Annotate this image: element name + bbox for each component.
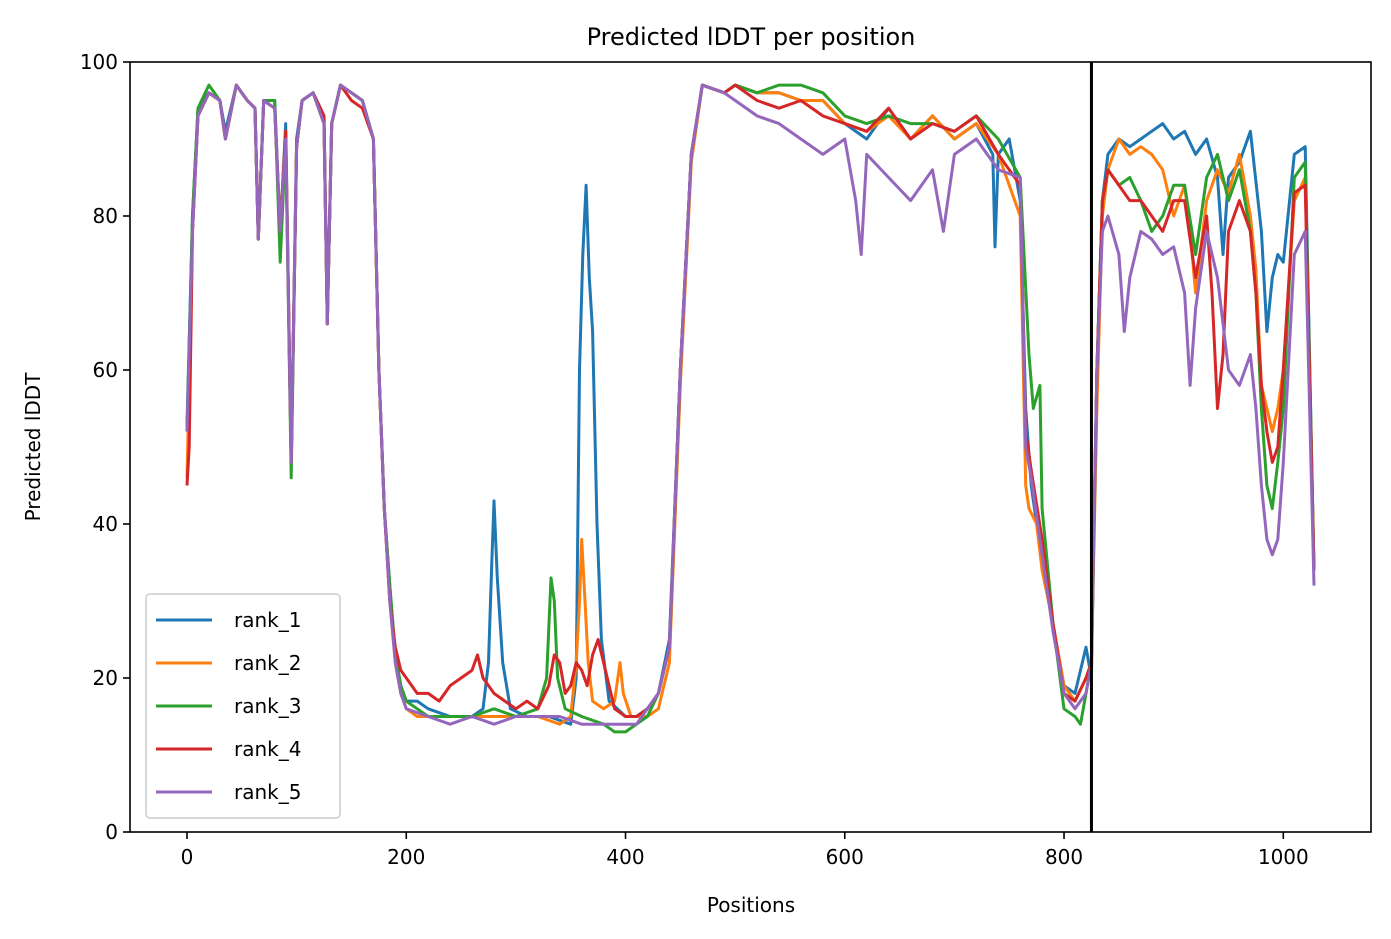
legend: rank_1 rank_2 rank_3 rank_4 rank_5 — [145, 593, 341, 819]
y-tick-label: 40 — [93, 512, 118, 536]
y-axis: 0 20 40 60 80 100 — [80, 50, 130, 844]
x-axis-title: Positions — [707, 893, 795, 917]
legend-label-rank-4: rank_4 — [234, 737, 301, 761]
series-line-rank-4 — [185, 83, 1316, 718]
y-tick-label: 100 — [80, 50, 118, 74]
x-tick-label: 600 — [826, 845, 864, 869]
chart-title: Predicted lDDT per position — [587, 23, 916, 51]
y-tick-label: 20 — [93, 666, 118, 690]
plot-area-frame — [129, 61, 1372, 833]
y-tick-label: 80 — [93, 204, 118, 228]
x-tick-label: 400 — [606, 845, 644, 869]
legend-label-rank-2: rank_2 — [234, 651, 301, 675]
legend-label-rank-1: rank_1 — [234, 608, 301, 632]
x-tick-label: 0 — [181, 845, 194, 869]
legend-box — [145, 593, 341, 819]
x-axis: 0 200 400 600 800 1000 — [181, 832, 1309, 869]
x-tick-label: 1000 — [1258, 845, 1309, 869]
legend-label-rank-3: rank_3 — [234, 694, 301, 718]
y-tick-label: 0 — [105, 820, 118, 844]
series-layer — [185, 83, 1316, 734]
y-tick-label: 60 — [93, 358, 118, 382]
x-tick-label: 800 — [1045, 845, 1083, 869]
series-line-rank-5 — [185, 83, 1316, 726]
y-axis-title: Predicted lDDT — [21, 372, 45, 522]
legend-label-rank-5: rank_5 — [234, 780, 301, 804]
x-tick-label: 200 — [387, 845, 425, 869]
